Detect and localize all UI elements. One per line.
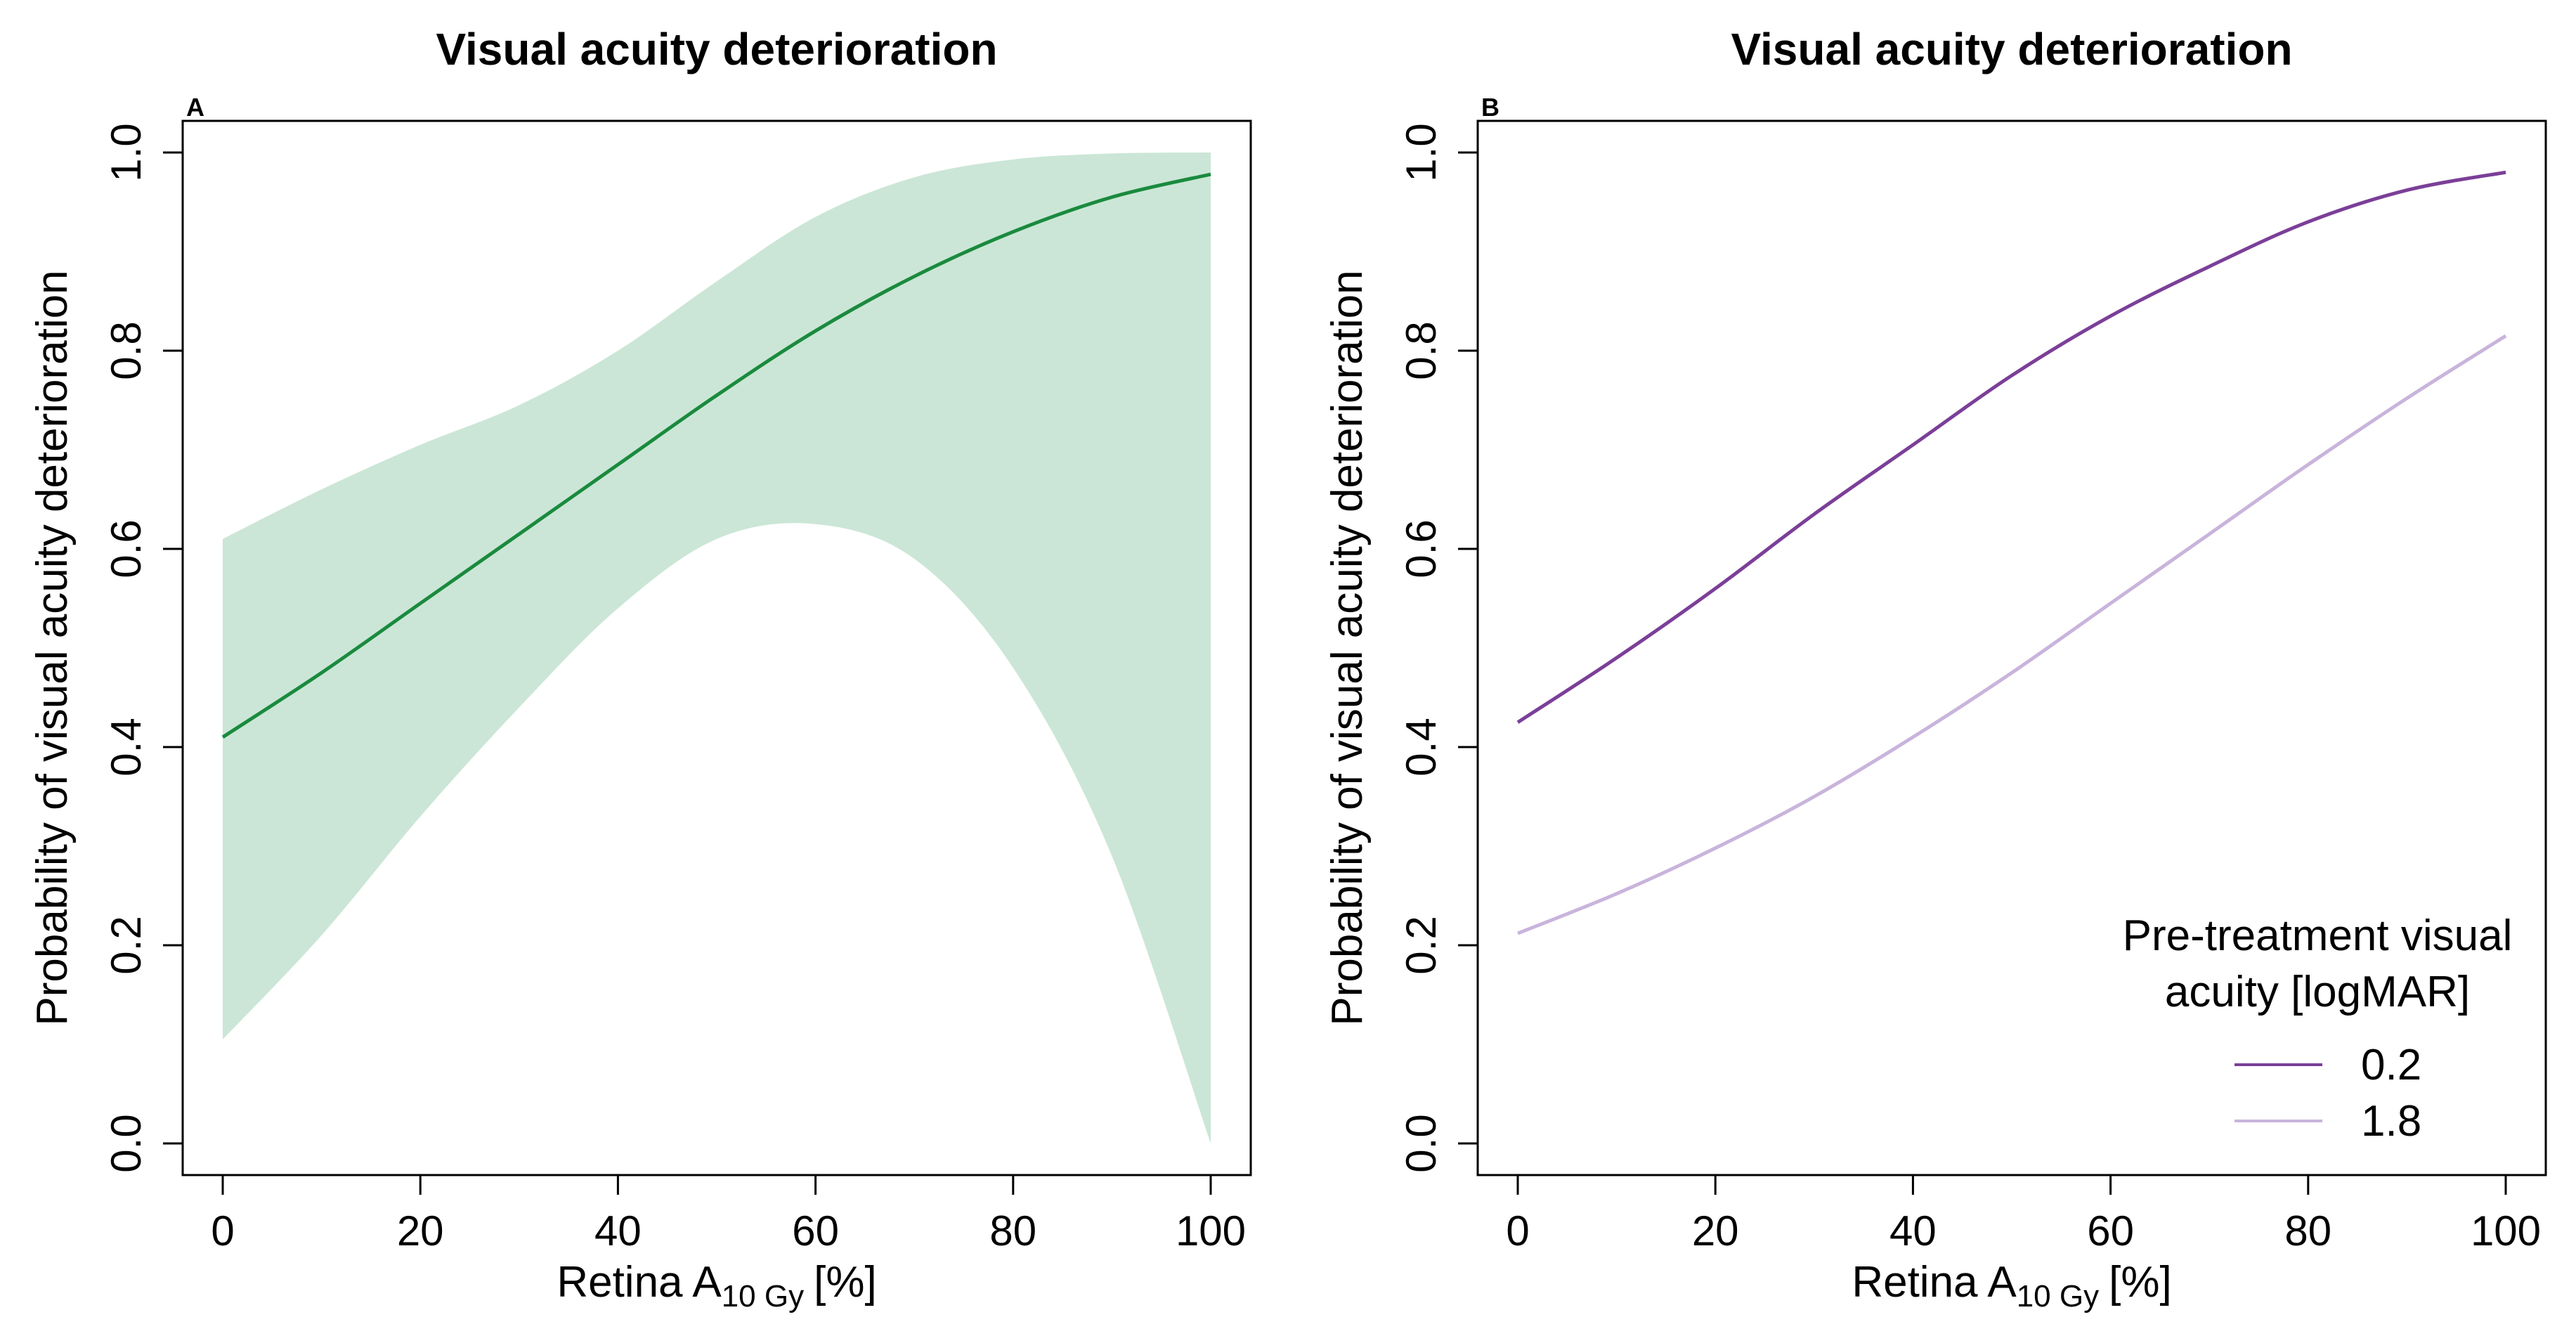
legend-title-line-2: acuity [logMAR] [2165, 968, 2470, 1016]
panel-a-y-tick-label: 0.6 [103, 519, 150, 578]
panel-a-x-tick-label: 80 [989, 1207, 1036, 1254]
legend: Pre-treatment visual acuity [logMAR] 0.2… [2123, 912, 2513, 1146]
panel-a-x-axis-label: Retina A10 Gy [%] [557, 1258, 876, 1314]
panel-a-y-tick-label: 0.2 [103, 916, 150, 974]
legend-label-1: 1.8 [2361, 1097, 2421, 1146]
panel-a-x-tick-label: 0 [211, 1207, 234, 1254]
panel-b-x-tick-label: 40 [1889, 1207, 1937, 1254]
panel-a-x-label-main: Retina A [557, 1258, 722, 1306]
legend-title-line-1: Pre-treatment visual [2123, 912, 2513, 960]
panel-b-x-label-unit: [%] [2109, 1258, 2172, 1306]
panel-a-y-tick-label: 0.4 [103, 718, 150, 776]
legend-label-0: 0.2 [2361, 1041, 2421, 1089]
panel-a-letter: A [186, 93, 204, 122]
panel-b-title: Visual acuity deterioration [1731, 24, 2292, 74]
panel-b-x-label-main: Retina A [1852, 1258, 2017, 1306]
panel-a-series-line-0 [221, 172, 1211, 739]
panel-a-x-tick-label: 100 [1176, 1207, 1246, 1254]
panel-a-x-tick-label: 20 [397, 1207, 444, 1254]
panel-a-confidence-band [223, 153, 1211, 1143]
panel-b-y-axis-label: Probability of visual acuity deteriorati… [1323, 270, 1372, 1025]
panel-b-x-tick-label: 60 [2087, 1207, 2134, 1254]
panel-b-series-line-0 [1516, 170, 2506, 724]
panel-a-x-tick-label: 60 [792, 1207, 839, 1254]
panel-b-y-tick-label: 0.0 [1398, 1114, 1445, 1172]
panel-a: Visual acuity deterioration A 0 20 40 60 80 1… [28, 24, 1252, 1314]
panel-b-y-tick-label: 1.0 [1398, 123, 1445, 181]
panel-a-y-axis-label: Probability of visual acuity deteriorati… [28, 270, 77, 1025]
panel-b-series-line-1 [1517, 334, 2507, 935]
panel-b-y-tick-label: 0.8 [1398, 321, 1445, 380]
panel-b-y-tick-label: 0.4 [1398, 718, 1445, 776]
panel-b-x-tick-label: 0 [1506, 1207, 1529, 1254]
panel-a-y-tick-label: 0.8 [103, 321, 150, 380]
panel-b-plot-frame [1476, 119, 2547, 1176]
panel-b-x-tick-label: 100 [2471, 1207, 2541, 1254]
panel-a-x-label-sub: 10 Gy [722, 1279, 804, 1314]
panel-a-x-label-unit: [%] [814, 1258, 877, 1306]
panel-b-y-tick-label: 0.2 [1398, 916, 1445, 974]
panel-a-y-tick-label: 1.0 [103, 123, 150, 181]
panel-b-x-label-sub: 10 Gy [2017, 1279, 2099, 1314]
panel-b-x-tick-label: 80 [2284, 1207, 2331, 1254]
panel-a-plot-frame [181, 119, 1252, 1176]
panel-a-y-tick-label: 0.0 [103, 1114, 150, 1172]
panel-b-x-tick-label: 20 [1692, 1207, 1739, 1254]
panel-a-title: Visual acuity deterioration [436, 24, 997, 74]
panel-a-x-tick-label: 40 [594, 1207, 642, 1254]
panel-b-letter: B [1481, 93, 1500, 122]
panel-b-x-axis-label: Retina A10 Gy [%] [1852, 1258, 2171, 1314]
panel-b-y-tick-label: 0.6 [1398, 519, 1445, 578]
panel-b: Visual acuity deterioration B 0 20 40 60 80 1… [1323, 24, 2547, 1314]
